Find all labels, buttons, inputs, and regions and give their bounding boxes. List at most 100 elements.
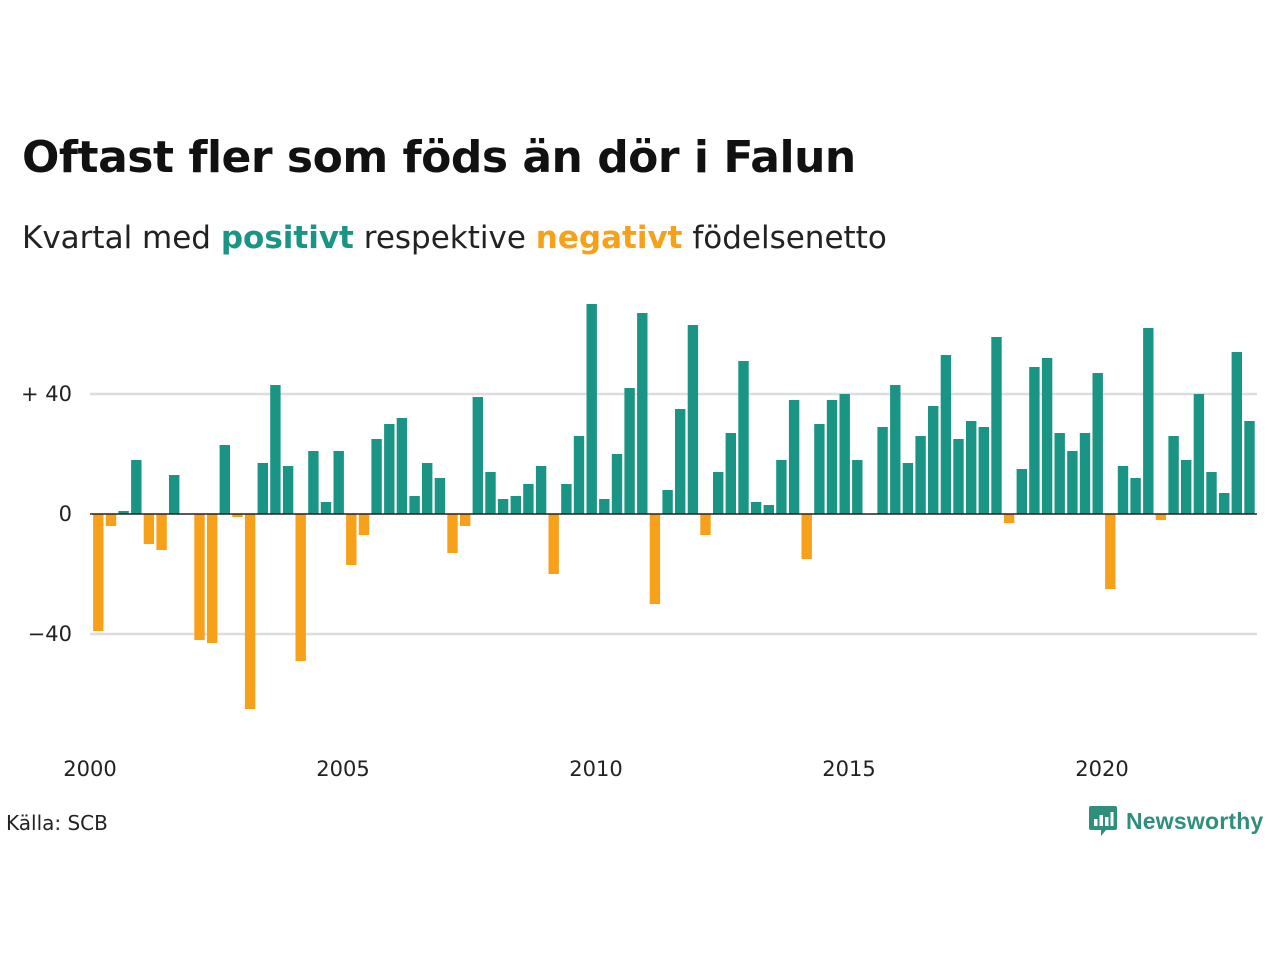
bar [738, 361, 749, 514]
bar [1092, 373, 1103, 514]
bar [586, 304, 597, 514]
bar [257, 463, 268, 514]
bar [877, 427, 888, 514]
bar [599, 499, 610, 514]
bar [548, 514, 559, 574]
bar [1193, 394, 1205, 514]
bar [156, 514, 167, 550]
bar [447, 514, 458, 553]
bar [244, 514, 256, 709]
bar [890, 385, 901, 514]
bar [485, 472, 496, 514]
x-tick-label: 2010 [569, 757, 622, 781]
bar [219, 445, 230, 514]
bar [788, 400, 800, 514]
bar [991, 337, 1002, 514]
axis-layer: + 40 0 −40 2000 2005 2010 2015 2020 [21, 382, 1257, 781]
y-tick-label: −40 [28, 622, 72, 646]
bar [561, 484, 572, 514]
bar [510, 496, 521, 514]
bar [270, 385, 281, 514]
x-tick-label: 2015 [822, 757, 875, 781]
bar [384, 424, 395, 514]
bar [358, 514, 370, 535]
bar [143, 514, 155, 544]
bar [131, 460, 142, 514]
x-tick-label: 2005 [316, 757, 369, 781]
bar [776, 460, 787, 514]
bar [637, 313, 648, 514]
bar [105, 514, 117, 526]
bar [194, 514, 205, 640]
bar [93, 514, 104, 631]
bar [1003, 514, 1015, 523]
bar [282, 466, 294, 514]
bar [1041, 358, 1053, 514]
brand-logo[interactable]: Newsworthy [1088, 804, 1263, 838]
bar [826, 400, 838, 514]
bar [460, 514, 471, 526]
bar [1181, 460, 1192, 514]
bar [169, 475, 180, 514]
bar [232, 514, 243, 517]
bar [1079, 433, 1091, 514]
bars-layer [93, 304, 1255, 709]
bar [396, 418, 408, 514]
subtitle-prefix: Kvartal med [22, 220, 211, 256]
bar [409, 496, 420, 514]
bar [662, 490, 673, 514]
bar [1231, 352, 1242, 514]
y-tick-label: + 40 [21, 382, 72, 406]
bar [1105, 514, 1116, 589]
bar [535, 466, 547, 514]
bar [333, 451, 344, 514]
brand-name: Newsworthy [1126, 807, 1264, 834]
bar [472, 397, 483, 514]
bar [953, 439, 964, 514]
bar [573, 436, 585, 514]
bar [750, 502, 762, 514]
bar [978, 427, 989, 514]
bar [422, 463, 433, 514]
newsworthy-logo-icon [1089, 806, 1117, 836]
bar [1206, 472, 1217, 514]
bar [523, 484, 534, 514]
bar [624, 388, 635, 514]
bar [1016, 469, 1027, 514]
subtitle-middle: respektive [363, 220, 526, 256]
bar [371, 439, 382, 514]
x-tick-label: 2000 [63, 757, 116, 781]
subtitle-negative: negativt [535, 220, 683, 256]
bar [649, 514, 661, 604]
bar [497, 499, 509, 514]
bar [1143, 328, 1154, 514]
bar [839, 394, 850, 514]
source-note: Källa: SCB [6, 811, 108, 835]
bar [118, 511, 129, 514]
bar [434, 478, 446, 514]
bar [915, 436, 926, 514]
bar [940, 355, 952, 514]
bar-chart: + 40 0 −40 2000 2005 2010 2015 2020 [21, 304, 1257, 781]
chart-title: Oftast fler som föds än dör i Falun [22, 132, 856, 183]
bar [700, 514, 711, 535]
bar [207, 514, 218, 643]
y-tick-label: 0 [59, 502, 72, 526]
bar [801, 514, 812, 559]
x-tick-label: 2020 [1075, 757, 1128, 781]
bar [1067, 451, 1078, 514]
bar [687, 325, 699, 514]
bar [611, 454, 623, 514]
subtitle-suffix: födelsenetto [692, 220, 887, 256]
bar [295, 514, 306, 661]
bar [1155, 514, 1167, 520]
bar [1168, 436, 1179, 514]
bar [725, 433, 736, 514]
bar [763, 505, 774, 514]
bar [1117, 466, 1129, 514]
bar [902, 463, 914, 514]
bar [320, 502, 332, 514]
bar [1054, 433, 1065, 514]
bar [1244, 421, 1255, 514]
bar [928, 406, 939, 514]
